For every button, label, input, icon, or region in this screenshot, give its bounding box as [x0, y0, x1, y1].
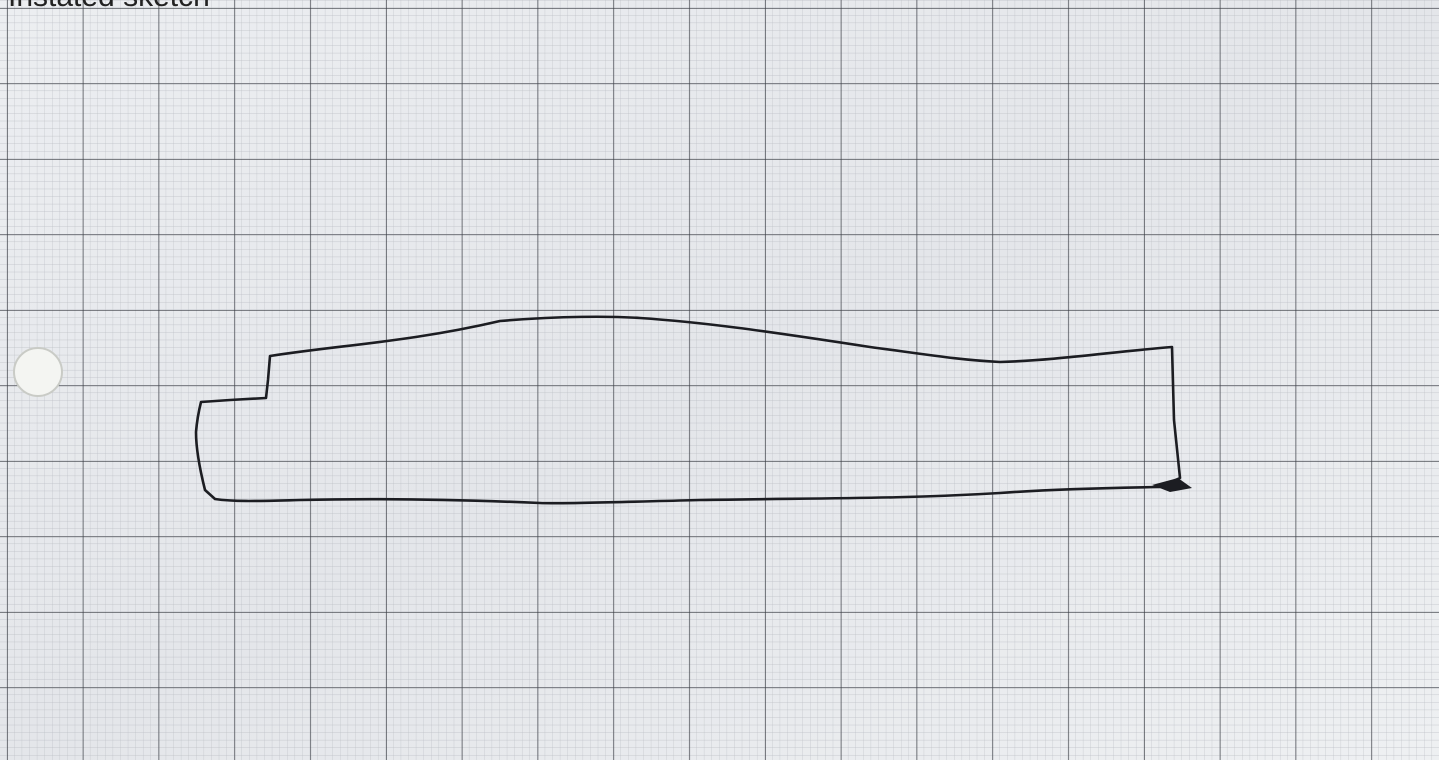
- sketch-outline: [194, 315, 1182, 505]
- ink-blot: [1152, 478, 1192, 492]
- punch-hole: [13, 347, 63, 397]
- caption: Instated sketch: [8, 0, 210, 13]
